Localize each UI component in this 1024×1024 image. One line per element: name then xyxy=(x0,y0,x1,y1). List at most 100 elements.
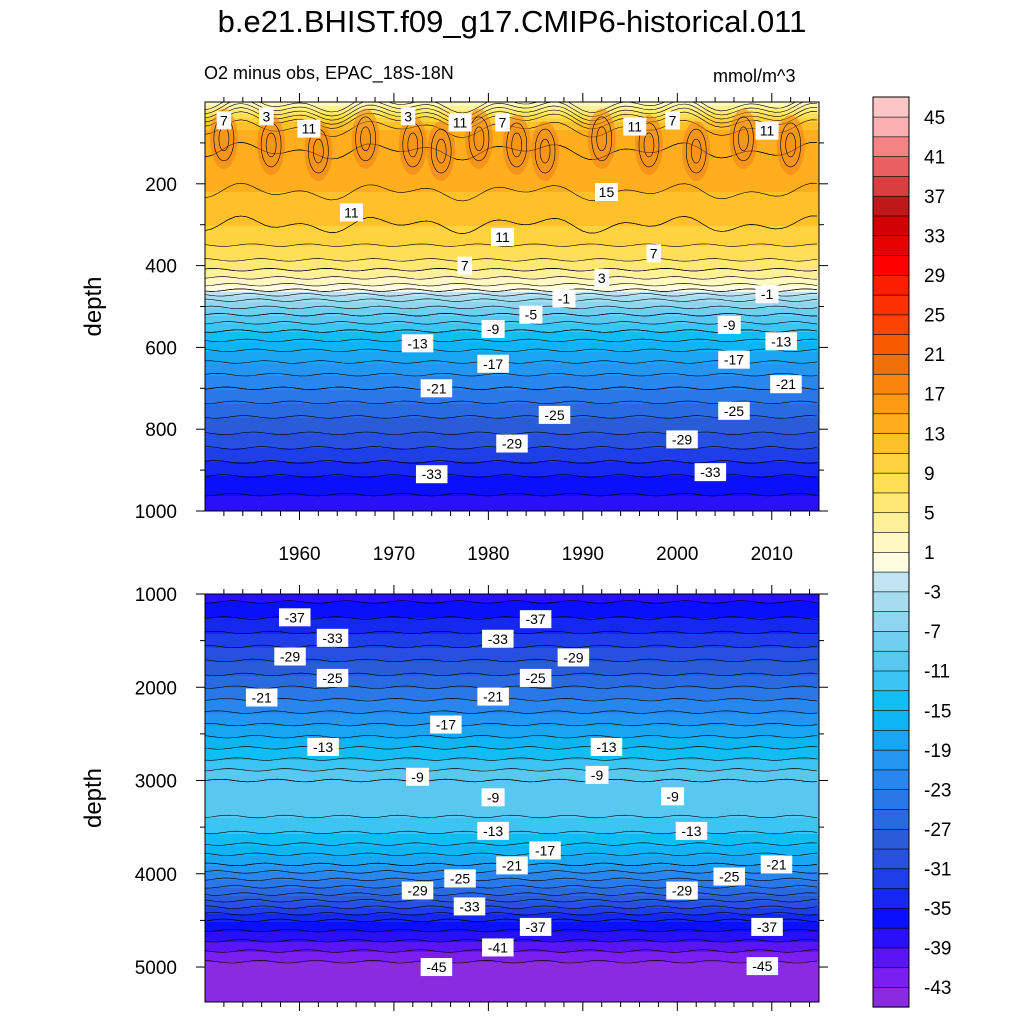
contour-label-box xyxy=(339,203,363,222)
contour-label-text: 7 xyxy=(650,245,658,261)
colorbar-label: -7 xyxy=(924,622,941,643)
contour-label-box xyxy=(519,610,552,629)
contour-label: 11 xyxy=(491,227,515,246)
y-axis-title: depth xyxy=(80,276,107,336)
contour-label-box xyxy=(751,917,783,936)
contour-line xyxy=(205,885,818,889)
contour-line xyxy=(205,710,818,714)
contour-label-box xyxy=(216,111,232,130)
contour-line xyxy=(738,126,749,152)
contour-label: -9 xyxy=(661,787,685,806)
colorbar-swatch xyxy=(872,709,910,731)
colorbar-label: 37 xyxy=(924,187,945,208)
contour-line xyxy=(596,126,608,152)
contour-band xyxy=(205,192,819,227)
contour-line xyxy=(205,258,818,262)
y-tick-label: 1000 xyxy=(135,585,177,606)
contour-label-box xyxy=(245,688,278,707)
contour-label: -21 xyxy=(245,688,278,707)
contour-field xyxy=(205,102,819,511)
contour-label-box xyxy=(482,938,514,957)
contour-label-box xyxy=(444,869,476,888)
contour-label-text: 7 xyxy=(461,258,469,274)
contour-label-box xyxy=(770,375,802,394)
contour-label-box xyxy=(430,715,462,734)
colorbar-swatch xyxy=(872,136,910,157)
colorbar-label: -23 xyxy=(924,780,951,801)
colorbar-label: 5 xyxy=(924,503,935,524)
contour-label: 3 xyxy=(594,268,609,287)
contour-label: -33 xyxy=(694,463,727,482)
contour-label-text: 7 xyxy=(669,112,677,128)
colorbar-swatch xyxy=(872,96,910,118)
contour-line xyxy=(780,122,801,168)
contour-line xyxy=(205,778,818,783)
colorbar-swatch xyxy=(872,413,910,434)
contour-line xyxy=(473,126,485,152)
contour-label-box xyxy=(552,289,576,308)
contour-label-text: -45 xyxy=(426,959,446,975)
contour-label-text: 11 xyxy=(344,204,359,220)
contour-line xyxy=(690,138,702,164)
contour-line xyxy=(205,492,818,497)
colorbar-swatch xyxy=(872,175,910,197)
contour-label-box xyxy=(675,821,708,840)
contour-band xyxy=(205,896,819,903)
contour-label-text: -13 xyxy=(681,823,701,839)
contour-label-box xyxy=(415,465,448,484)
contour-label: 11 xyxy=(448,113,472,132)
y-tick-label: 600 xyxy=(145,338,177,359)
contour-band xyxy=(205,462,819,477)
contour-label-text: -45 xyxy=(752,958,772,974)
contour-label-text: -21 xyxy=(776,376,796,392)
contour-label-text: -21 xyxy=(426,380,446,396)
y-tick-label: 200 xyxy=(145,175,177,196)
contour-line xyxy=(205,102,804,118)
contour-label-box xyxy=(400,107,416,126)
contour-label-box xyxy=(477,687,509,706)
colorbar-swatch xyxy=(872,591,910,612)
contour-label-text: -9 xyxy=(723,317,736,333)
contour-label-text: -25 xyxy=(450,870,470,886)
contour-line xyxy=(435,138,447,164)
colorbar-swatch xyxy=(872,848,910,870)
contour-label: -9 xyxy=(717,315,741,334)
contour-label: -17 xyxy=(430,715,462,734)
contour-label-text: -25 xyxy=(724,403,744,419)
contour-line xyxy=(205,276,818,280)
contour-label: -33 xyxy=(415,465,448,484)
contour-label-box xyxy=(746,957,779,976)
contour-label: -5 xyxy=(519,305,543,324)
contour-band xyxy=(205,700,819,715)
units-label: mmol/m^3 xyxy=(713,66,796,86)
contour-band xyxy=(205,714,819,727)
contour-label-text: 11 xyxy=(628,119,643,135)
contour-label-box xyxy=(496,434,528,453)
contour-band xyxy=(205,476,819,497)
colorbar-swatch xyxy=(872,888,910,909)
contour-label: -29 xyxy=(666,430,698,449)
contour-label: -25 xyxy=(316,668,349,687)
contour-label-box xyxy=(482,629,514,648)
contour-line xyxy=(205,182,818,202)
contour-label: -29 xyxy=(557,648,590,667)
contour-label-text: -17 xyxy=(535,842,555,858)
contour-band xyxy=(205,296,819,303)
colorbar-swatch xyxy=(872,828,910,850)
contour-label: -33 xyxy=(453,897,486,916)
contour-band xyxy=(205,726,819,739)
colorbar-label: -15 xyxy=(924,701,951,722)
contour-label-text: -29 xyxy=(407,883,427,899)
contour-label: 15 xyxy=(594,182,618,201)
contour-band xyxy=(205,448,819,463)
contour-label: -33 xyxy=(482,629,514,648)
colorbar-swatch xyxy=(872,512,910,533)
contour-label-box xyxy=(448,113,472,132)
contour-label-text: -33 xyxy=(459,898,479,914)
contour-line xyxy=(205,103,818,122)
colorbar-swatch xyxy=(872,868,910,889)
contour-label-box xyxy=(420,379,453,398)
contour-line xyxy=(205,722,818,727)
contour-label: 11 xyxy=(623,117,647,136)
